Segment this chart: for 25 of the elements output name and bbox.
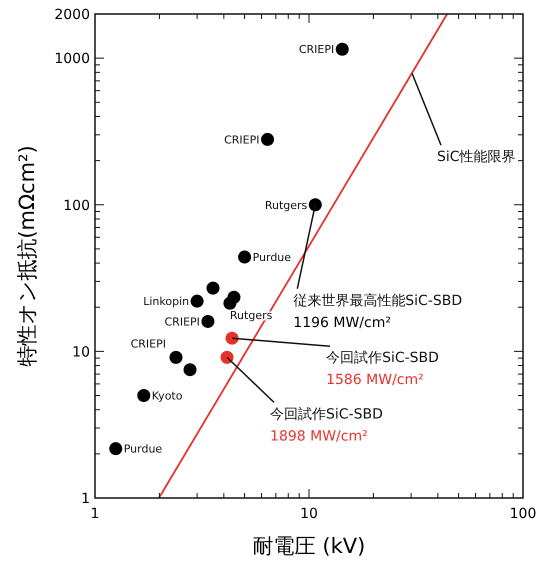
annotation: CRIEPI <box>224 133 260 146</box>
annotation: CRIEPI <box>164 315 200 328</box>
annotation: CRIEPI <box>298 43 334 56</box>
annotation: Purdue <box>252 251 292 264</box>
annotation: 1196 MW/cm² <box>293 314 391 331</box>
annotation: CRIEPI <box>130 337 166 350</box>
annotation: Linkopin <box>143 295 190 308</box>
y-axis-title: 特性オン抵抗(mΩcm²) <box>15 145 39 367</box>
annotation: Kyoto <box>152 390 183 403</box>
y-tick-label: 10 <box>72 344 90 360</box>
y-tick-label: 1000 <box>54 51 90 68</box>
annotation: 1586 MW/cm² <box>326 372 424 388</box>
annotation: 今回試作SiC-SBD <box>326 350 439 366</box>
annotation: 今回試作SiC-SBD <box>270 406 383 422</box>
annotation: 1898 MW/cm² <box>270 428 368 444</box>
y-tick-label: 2000 <box>54 7 90 23</box>
annotation: 従来世界最高性能SiC-SBD <box>293 292 462 309</box>
y-tick-label: 100 <box>63 198 90 214</box>
y-tick-label: 1 <box>81 491 90 507</box>
x-axis-title: 耐電圧 (kV) <box>252 534 366 558</box>
annotation: SiC性能限界 <box>437 149 516 166</box>
x-tick-label: 10 <box>300 506 318 522</box>
annotation: Rutgers <box>264 198 308 212</box>
x-tick-label: 100 <box>510 506 536 522</box>
annotation: Purdue <box>124 442 162 456</box>
